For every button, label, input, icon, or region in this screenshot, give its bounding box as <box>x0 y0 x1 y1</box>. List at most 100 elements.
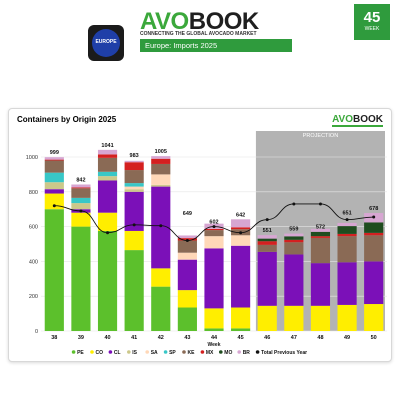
bar-segment-is <box>151 184 171 187</box>
bar-segment-cl <box>204 248 224 309</box>
bar-segment-pe <box>71 226 91 331</box>
bar-segment-ke <box>151 163 171 175</box>
previous-year-point <box>239 231 243 235</box>
x-tick-label: 50 <box>371 335 377 341</box>
legend-entry: MO <box>224 350 232 356</box>
bar-total-label: 602 <box>209 219 218 225</box>
bar-segment-mo <box>364 222 384 233</box>
bar-segment-co <box>97 212 118 231</box>
x-tick-label: 42 <box>158 335 164 341</box>
bar-segment-cl <box>284 254 304 306</box>
region-banner: Europe: Imports 2025 <box>140 39 292 52</box>
week-label: WEEK <box>364 26 380 32</box>
x-tick-label: 38 <box>51 335 57 341</box>
x-tick-label: 49 <box>344 335 350 341</box>
y-tick-label: 400 <box>29 259 38 265</box>
bar-segment-cl <box>177 259 197 291</box>
legend-marker <box>219 350 223 354</box>
bar-segment-ke <box>257 244 277 252</box>
legend-marker <box>237 350 241 354</box>
bar-segment-cl <box>97 180 118 213</box>
legend-marker <box>163 350 168 354</box>
bar-segment-ke <box>337 236 357 263</box>
bar-segment-pe <box>204 328 224 331</box>
bar-segment-mx <box>284 239 304 243</box>
legend-marker <box>127 350 131 354</box>
bar-segment-co <box>284 305 304 331</box>
bar-segment-co <box>151 268 171 287</box>
bar-segment-ke <box>71 188 91 198</box>
bar-segment-co <box>310 305 331 331</box>
x-tick-label: 40 <box>104 335 110 341</box>
card-brand-logo: AVOBOOK <box>332 114 383 127</box>
legend-marker <box>71 350 76 354</box>
bar-segment-pe <box>44 209 64 331</box>
bar-segment-co <box>44 193 64 210</box>
legend-marker <box>255 350 260 354</box>
bar-segment-is <box>124 189 144 192</box>
legend-marker <box>182 350 186 354</box>
bar-segment-pe <box>151 286 171 331</box>
x-tick-label: 47 <box>291 335 297 341</box>
legend-marker <box>145 350 149 354</box>
bar-segment-br <box>124 160 144 163</box>
bar-segment-mx <box>337 233 357 237</box>
x-tick-label: 39 <box>78 335 84 341</box>
bar-segment-cl <box>231 245 251 308</box>
bar-segment-br <box>177 235 197 239</box>
bar-segment-is <box>97 176 118 181</box>
bar-segment-sa <box>231 235 251 246</box>
bar-total-label: 649 <box>183 211 192 217</box>
card-brand-green: AVO <box>332 114 353 125</box>
bar-segment-cl <box>151 186 171 269</box>
bar-segment-mx <box>257 241 277 245</box>
bar-segment-co <box>204 308 224 329</box>
week-badge: 45 WEEK <box>354 4 390 40</box>
previous-year-point <box>79 209 83 213</box>
previous-year-point <box>318 202 322 206</box>
previous-year-point <box>52 204 56 208</box>
bar-segment-br <box>71 184 91 188</box>
bar-segment-ke <box>44 160 64 173</box>
bar-total-label: 651 <box>342 211 351 217</box>
bar-segment-pe <box>231 328 251 331</box>
bar-segment-co <box>364 304 384 331</box>
bar-segment-mx <box>71 187 91 189</box>
bar-segment-cl <box>310 263 331 306</box>
bar-segment-sa <box>151 174 171 185</box>
x-tick-label: 41 <box>131 335 137 341</box>
x-tick-label: 46 <box>264 335 270 341</box>
stacked-bar-chart: PROJECTION 0 200 400 600 800 1000 999 38 842 39 104… <box>26 131 387 356</box>
legend-entry: PE <box>77 350 84 356</box>
bar-segment-co <box>177 290 197 308</box>
bar-segment-ke <box>310 237 331 264</box>
europe-flag-icon: EUROPE <box>92 29 120 57</box>
brand-tagline: CONNECTING THE GLOBAL AVOCADO MARKET <box>140 31 257 37</box>
bar-segment-cl <box>364 261 384 305</box>
bar-total-label: 551 <box>263 228 272 234</box>
bar-total-label: 572 <box>316 224 325 230</box>
x-tick-label: 43 <box>184 335 190 341</box>
bar-segment-mx <box>124 162 144 171</box>
bar-segment-ke <box>124 170 144 184</box>
x-tick-label: 44 <box>211 335 218 341</box>
bar-segment-cl <box>337 262 357 305</box>
brand-green-text: AVO <box>140 8 189 35</box>
legend-entry: CO <box>96 350 104 356</box>
bar-segment-mx <box>231 227 251 230</box>
legend-entry: SA <box>151 350 158 356</box>
x-tick-label: 45 <box>238 335 244 341</box>
bar-segment-ke <box>204 230 224 237</box>
brand-dark-text: BOOK <box>188 8 260 35</box>
bar-segment-br <box>284 233 304 237</box>
legend-marker <box>108 350 113 354</box>
bar-segment-ke <box>364 235 384 262</box>
bar-total-label: 1005 <box>155 149 167 155</box>
legend-entry: IS <box>132 350 137 356</box>
bar-total-label: 842 <box>76 177 85 183</box>
bar-segment-br <box>231 219 251 228</box>
y-tick-label: 0 <box>35 329 38 335</box>
legend-entry: Total Previous Year <box>261 350 307 356</box>
bar-segment-co <box>71 212 91 227</box>
y-tick-label: 1000 <box>26 155 38 161</box>
